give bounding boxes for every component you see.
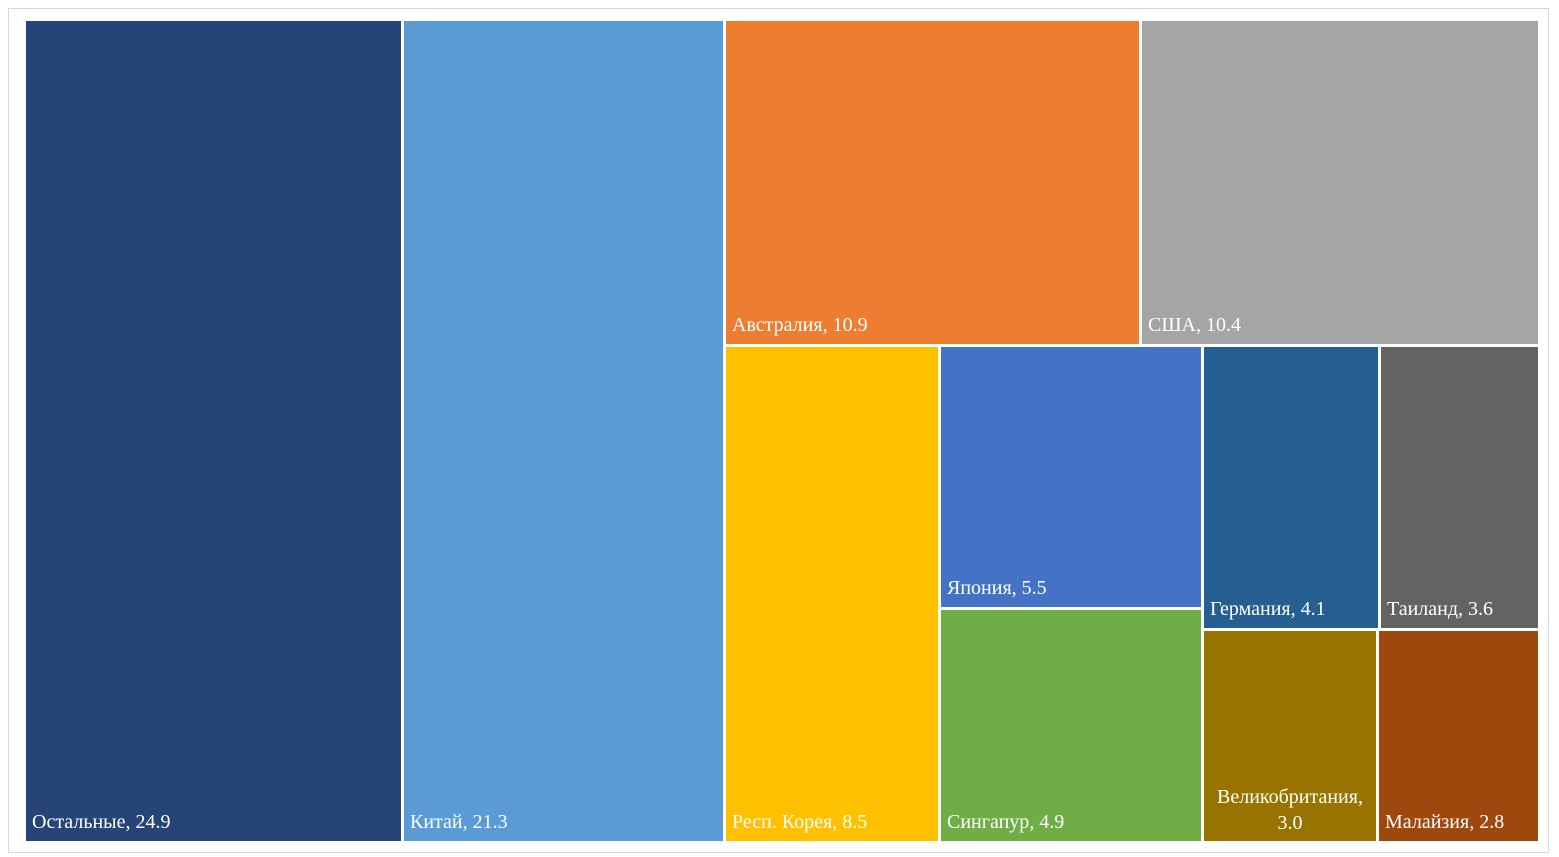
tile-7-rect bbox=[941, 610, 1201, 841]
tile-3-label: Австралия, 10.9 bbox=[732, 314, 868, 336]
tile-6-label: Япония, 5.5 bbox=[947, 577, 1047, 599]
tile-10-label: Великобритания, 3.0 bbox=[1217, 786, 1363, 834]
tile-8-rect bbox=[1204, 347, 1378, 628]
tile-9-rect bbox=[1381, 347, 1538, 628]
tile-8-label: Германия, 4.1 bbox=[1210, 598, 1326, 620]
tile-11-rect bbox=[1379, 631, 1538, 841]
tile-1-rect bbox=[26, 21, 401, 841]
tile-10-rect bbox=[1204, 631, 1376, 841]
tile-9-label: Таиланд, 3.6 bbox=[1387, 598, 1493, 620]
tile-2-rect bbox=[404, 21, 723, 841]
tile-3-rect bbox=[726, 21, 1139, 344]
tile-1-label: Остальные, 24.9 bbox=[32, 811, 170, 833]
tile-5-label: Респ. Корея, 8.5 bbox=[732, 811, 867, 833]
tile-7-label: Сингапур, 4.9 bbox=[947, 811, 1064, 833]
tile-4-label: США, 10.4 bbox=[1148, 314, 1241, 336]
tile-11-label: Малайзия, 2.8 bbox=[1385, 811, 1504, 833]
tile-4-rect bbox=[1142, 21, 1538, 344]
tile-5-rect bbox=[726, 347, 938, 841]
tile-2-label: Китай, 21.3 bbox=[410, 811, 508, 833]
tile-6-rect bbox=[941, 347, 1201, 607]
